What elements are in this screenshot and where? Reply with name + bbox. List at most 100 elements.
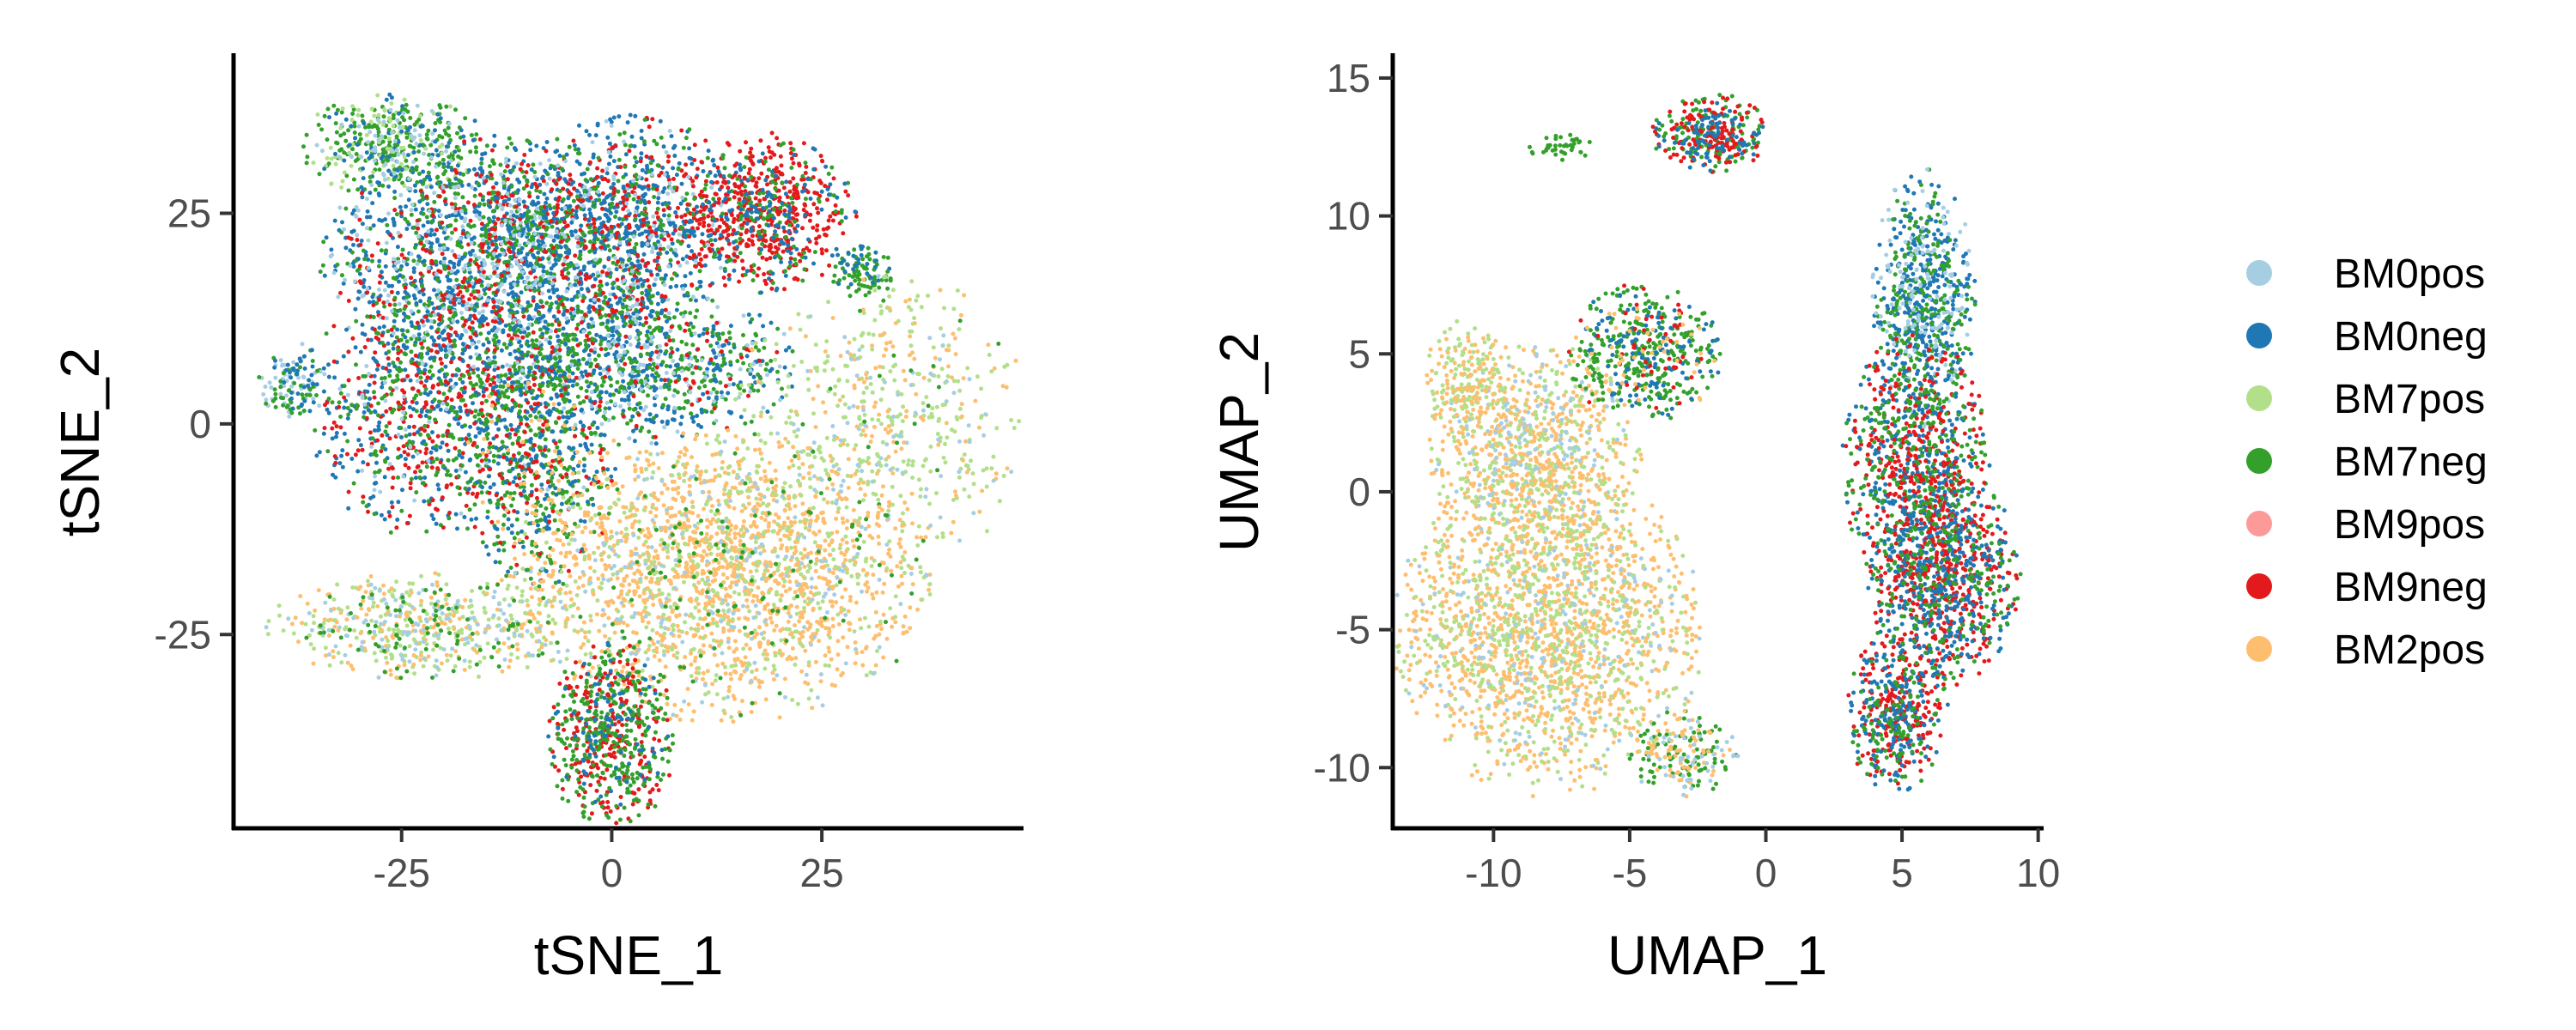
umap-ticks: -10 -5 0 5 10 -10 -5 0 5 10 15 bbox=[1314, 56, 2061, 895]
umap-points-BM2pos bbox=[1571, 306, 1717, 403]
umap-cluster-left-body-top bbox=[1427, 344, 1644, 560]
tsne-cluster-upper-mid bbox=[507, 112, 745, 330]
umap-points-BM0neg bbox=[1583, 293, 1721, 417]
umap-points-BM0pos bbox=[1394, 472, 1702, 782]
umap-points-BM2pos bbox=[1425, 335, 1511, 439]
tsne-cluster-bottom-red-green bbox=[546, 640, 676, 826]
umap-cluster-left-body-upper-arm bbox=[1425, 318, 1511, 444]
tsne-points-BM7pos bbox=[732, 275, 1022, 579]
tsne-points-BM0pos bbox=[259, 342, 327, 419]
tsne-points bbox=[257, 92, 1022, 826]
legend-label: BM0pos bbox=[2334, 251, 2485, 297]
umap-y-tick-label: 10 bbox=[1327, 194, 1370, 239]
umap-points bbox=[1394, 93, 2023, 799]
tsne-points-BM0pos bbox=[513, 431, 929, 718]
legend-key-BM9neg bbox=[2246, 573, 2272, 599]
tsne-points-BM0pos bbox=[487, 286, 787, 445]
tsne-y-tick-label: 0 bbox=[189, 402, 211, 446]
umap-y-axis-title: UMAP_2 bbox=[1208, 332, 1270, 552]
umap-y-tick-label: 5 bbox=[1348, 331, 1370, 376]
tsne-cluster-small-right-green bbox=[831, 244, 893, 298]
legend-label: BM9neg bbox=[2334, 565, 2488, 610]
tsne-points-BM0neg bbox=[671, 146, 858, 295]
tsne-x-tick-label: 25 bbox=[800, 851, 844, 895]
tsne-points-BM2pos bbox=[465, 374, 617, 558]
umap-cluster-left-body-bottom bbox=[1394, 462, 1702, 798]
legend-item: BM0pos bbox=[2246, 251, 2485, 297]
tsne-points-BM9neg bbox=[464, 349, 614, 583]
legend-key-BM0neg bbox=[2246, 323, 2272, 348]
legend-label: BM2pos bbox=[2334, 627, 2485, 673]
tsne-points-BM0pos bbox=[737, 274, 1014, 582]
umap-points-BM7neg bbox=[1871, 469, 2023, 691]
tsne-points-BM0neg bbox=[272, 348, 326, 411]
tsne-x-axis-title: tSNE_1 bbox=[534, 924, 724, 986]
legend-label: BM9pos bbox=[2334, 502, 2485, 548]
legend-label: BM7neg bbox=[2334, 439, 2488, 485]
umap-points-BM7neg bbox=[1850, 634, 1947, 784]
umap-points-BM0neg bbox=[1654, 100, 1765, 173]
tsne-points-BM7neg bbox=[313, 282, 542, 535]
umap-points-BM0pos bbox=[1434, 345, 1626, 556]
tsne-cluster-lower-beige bbox=[506, 427, 933, 724]
tsne-points-BM7neg bbox=[800, 276, 1001, 578]
umap-points-BM0pos bbox=[1639, 713, 1741, 797]
umap-y-tick-label: -10 bbox=[1314, 745, 1370, 790]
umap-y-tick-label: 15 bbox=[1327, 56, 1370, 100]
tsne-panel: -25 0 25 -25 0 25 tSNE_1 tSNE_2 bbox=[49, 53, 1024, 986]
tsne-points-BM0neg bbox=[836, 244, 892, 287]
tsne-points-BM7neg bbox=[475, 286, 795, 447]
umap-x-axis-title: UMAP_1 bbox=[1607, 924, 1827, 986]
tsne-cluster-left-lower bbox=[307, 276, 549, 535]
tsne-points-BM7neg bbox=[526, 432, 919, 718]
tsne-points-BM7pos bbox=[506, 433, 933, 719]
legend-key-BM2pos bbox=[2246, 636, 2272, 662]
umap-x-tick-label: 10 bbox=[2016, 851, 2060, 895]
umap-cluster-tiny-island bbox=[1528, 132, 1592, 162]
tsne-points-BM0neg bbox=[546, 640, 671, 807]
tsne-cluster-far-left-small bbox=[257, 342, 327, 419]
tsne-points-BM7pos bbox=[265, 573, 577, 681]
umap-cluster-green-arm bbox=[1566, 283, 1722, 421]
umap-x-tick-label: 0 bbox=[1755, 851, 1777, 895]
tsne-y-axis-title: tSNE_2 bbox=[49, 348, 111, 537]
umap-x-tick-label: 5 bbox=[1891, 851, 1913, 895]
legend-item: BM9pos bbox=[2246, 502, 2485, 548]
legend: BM0pos BM0neg BM7pos BM7neg BM9pos BM9neg BM2p… bbox=[2246, 251, 2488, 673]
legend-item: BM7neg bbox=[2246, 439, 2488, 485]
tsne-points-BM7neg bbox=[304, 582, 583, 681]
umap-panel: -10 -5 0 5 10 -10 -5 0 5 10 15 UMAP_1 UMAP_2 bbox=[1208, 53, 2060, 986]
legend-item: BM0neg bbox=[2246, 314, 2488, 360]
tsne-x-tick-label: -25 bbox=[374, 851, 430, 895]
tsne-points-BM0pos bbox=[314, 103, 452, 178]
tsne-cluster-upper-main bbox=[318, 132, 670, 398]
umap-y-tick-label: -5 bbox=[1335, 608, 1370, 652]
legend-item: BM2pos bbox=[2246, 627, 2485, 673]
umap-points-BM7pos bbox=[1427, 318, 1500, 444]
tsne-points-BM0pos bbox=[337, 288, 541, 516]
tsne-y-tick-label: -25 bbox=[155, 612, 211, 657]
tsne-x-tick-label: 0 bbox=[601, 851, 623, 895]
tsne-cluster-upper-right-red bbox=[671, 130, 859, 295]
legend-item: BM7pos bbox=[2246, 377, 2485, 422]
tsne-cluster-right-scatter bbox=[732, 274, 1022, 582]
tsne-points-BM0pos bbox=[264, 582, 570, 680]
legend-key-BM0pos bbox=[2246, 260, 2272, 286]
umap-x-tick-label: -10 bbox=[1465, 851, 1522, 895]
umap-cluster-right-bottom bbox=[1846, 633, 1950, 792]
tsne-cluster-lower-left-tail bbox=[264, 571, 583, 681]
umap-points-BM7neg bbox=[1528, 132, 1592, 162]
tsne-ticks: -25 0 25 -25 0 25 bbox=[155, 191, 844, 895]
legend-key-BM7neg bbox=[2246, 448, 2272, 474]
umap-cluster-bottom-tail bbox=[1627, 708, 1741, 799]
legend-item: BM9neg bbox=[2246, 565, 2488, 610]
umap-y-tick-label: 0 bbox=[1348, 470, 1370, 514]
legend-label: BM0neg bbox=[2334, 314, 2488, 360]
legend-label: BM7pos bbox=[2334, 377, 2485, 422]
legend-key-BM9pos bbox=[2246, 511, 2272, 536]
tsne-y-tick-label: 25 bbox=[167, 191, 211, 235]
legend-key-BM7pos bbox=[2246, 385, 2272, 411]
umap-x-tick-label: -5 bbox=[1612, 851, 1647, 895]
umap-cluster-right-lower bbox=[1866, 458, 2023, 691]
